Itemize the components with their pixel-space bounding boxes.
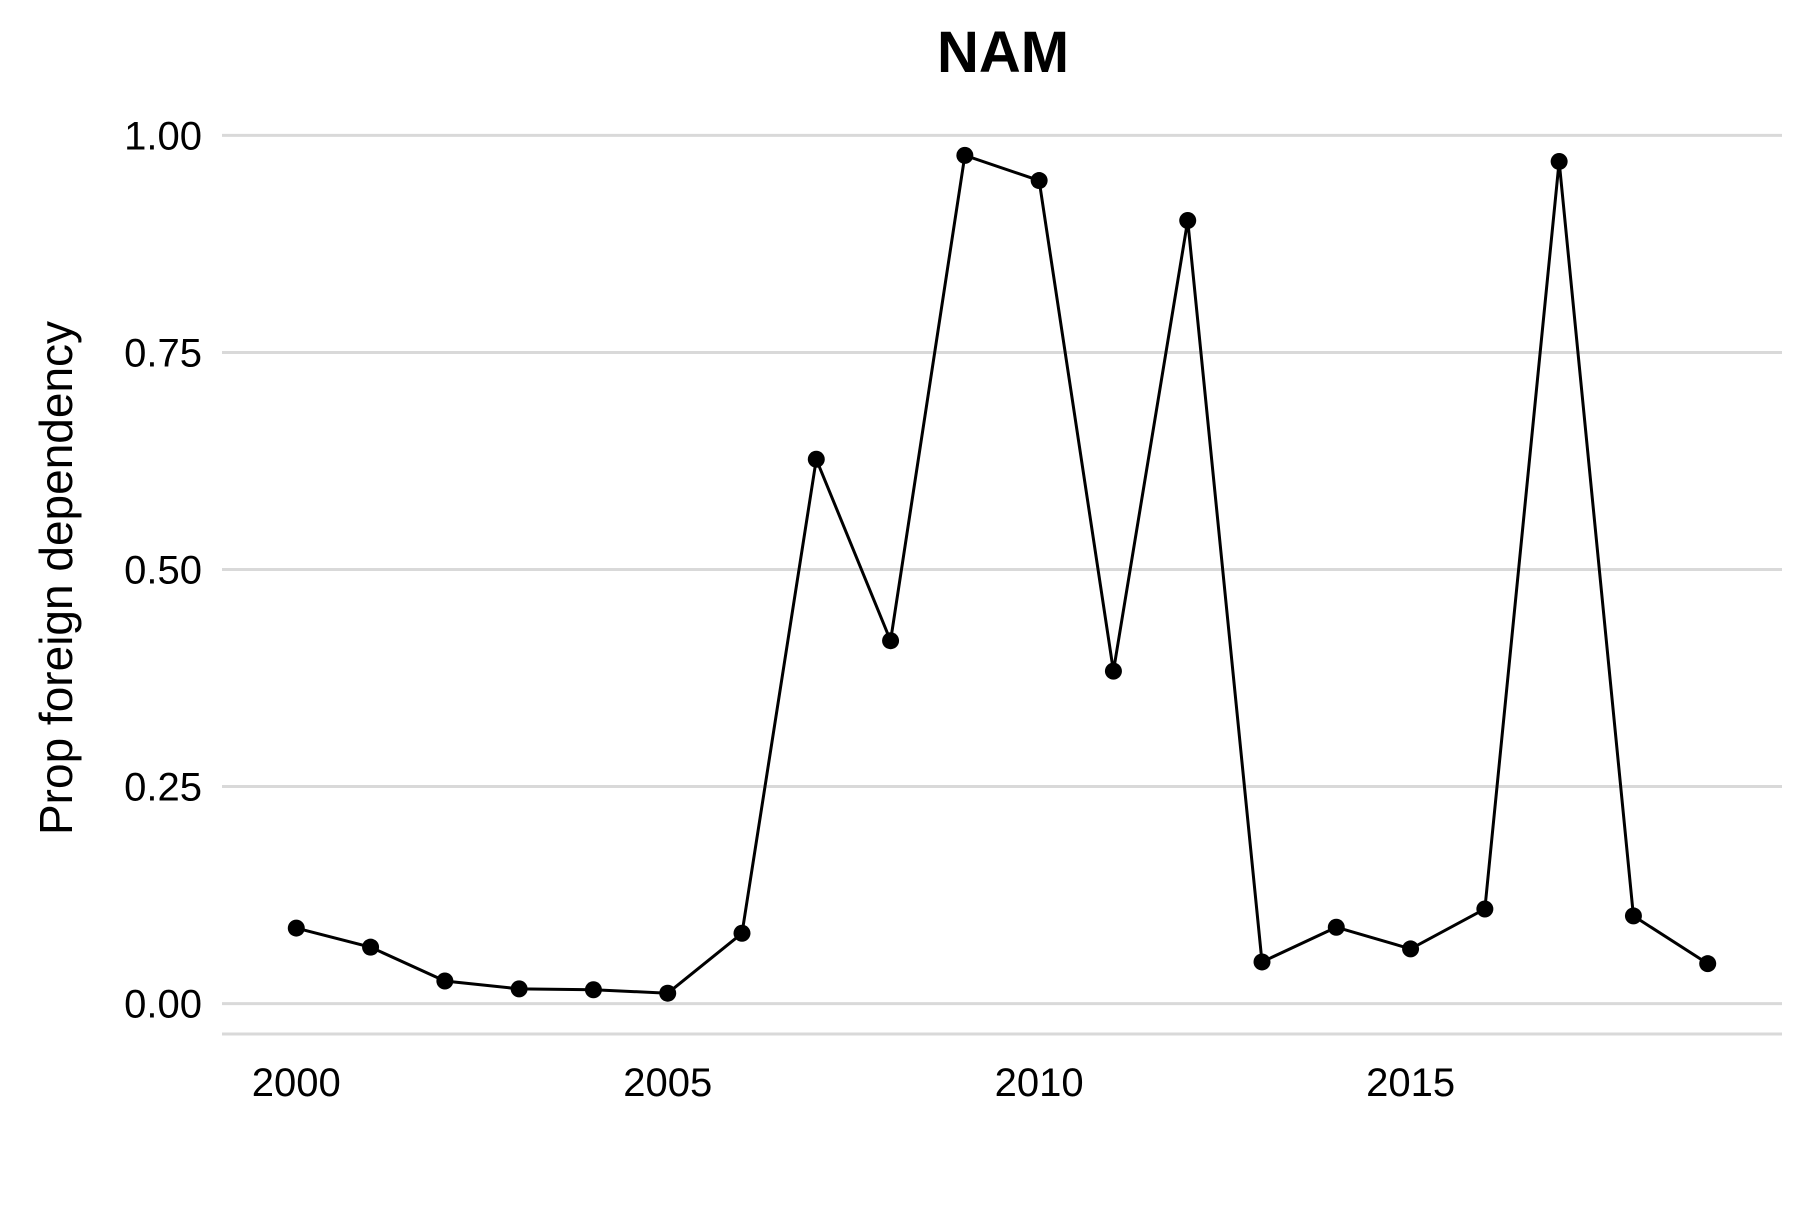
y-axis-ticks: 0.00 0.25 0.50 0.75 1.00 bbox=[124, 114, 202, 1026]
data-point bbox=[436, 972, 454, 990]
data-point bbox=[584, 981, 602, 999]
data-point bbox=[659, 984, 677, 1002]
data-point bbox=[1699, 955, 1717, 973]
data-point bbox=[1253, 953, 1271, 971]
data-point bbox=[1179, 211, 1197, 229]
y-tick-label: 1.00 bbox=[124, 114, 202, 158]
data-point bbox=[362, 938, 380, 956]
series-group bbox=[287, 146, 1717, 1002]
data-point bbox=[1104, 662, 1122, 680]
data-point bbox=[1624, 907, 1642, 925]
x-tick-label: 2015 bbox=[1366, 1061, 1455, 1105]
data-point bbox=[1327, 918, 1345, 936]
data-point bbox=[733, 924, 751, 942]
data-point bbox=[956, 146, 974, 164]
chart-title: NAM bbox=[937, 20, 1069, 85]
x-tick-label: 2010 bbox=[995, 1061, 1084, 1105]
data-point bbox=[510, 980, 528, 998]
x-tick-label: 2005 bbox=[623, 1061, 712, 1105]
data-point bbox=[807, 450, 825, 468]
data-point bbox=[1030, 172, 1048, 190]
data-point bbox=[1402, 940, 1420, 958]
y-axis-title: Prop foreign dependency bbox=[30, 321, 82, 835]
data-point bbox=[287, 919, 305, 937]
data-point bbox=[1550, 152, 1568, 170]
series-line bbox=[295, 153, 1709, 995]
y-tick-label: 0.50 bbox=[124, 549, 202, 593]
y-tick-label: 0.25 bbox=[124, 766, 202, 810]
x-axis-ticks: 2000 2005 2010 2015 bbox=[252, 1061, 1455, 1105]
x-tick-label: 2000 bbox=[252, 1061, 341, 1105]
y-tick-label: 0.00 bbox=[124, 983, 202, 1027]
gridlines bbox=[222, 133, 1782, 1036]
data-point bbox=[1476, 900, 1494, 918]
data-point bbox=[882, 632, 900, 650]
y-tick-label: 0.75 bbox=[124, 331, 202, 375]
